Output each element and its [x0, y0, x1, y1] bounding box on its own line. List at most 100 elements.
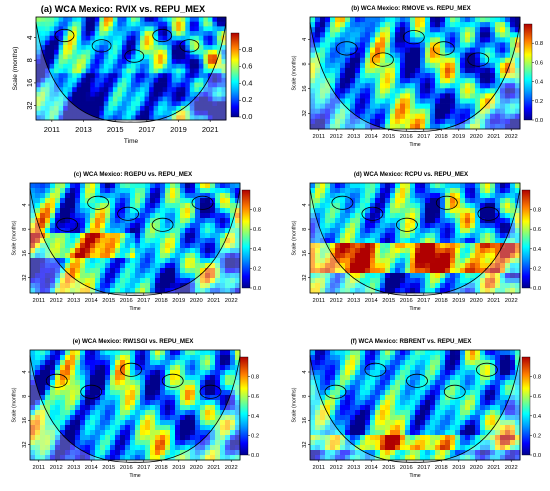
heatmap-cell — [180, 390, 186, 396]
heatmap-cell — [480, 123, 486, 130]
heatmap-cell — [50, 198, 56, 204]
heatmap-cell — [210, 395, 216, 401]
heatmap-cell — [120, 268, 126, 274]
heatmap-cell — [45, 115, 50, 121]
heatmap-cell — [190, 405, 196, 411]
heatmap-cell — [445, 203, 451, 209]
heatmap-cell — [430, 83, 436, 89]
heatmap-cell — [370, 223, 376, 229]
heatmap-cell — [81, 54, 87, 60]
heatmap-cell — [365, 283, 371, 289]
heatmap-cell — [385, 258, 391, 264]
heatmap-cell — [420, 243, 426, 249]
heatmap-cell — [365, 278, 371, 284]
heatmap-cell — [60, 248, 66, 254]
heatmap-cell — [215, 233, 221, 239]
heatmap-cell — [35, 365, 41, 371]
heatmap-cell — [340, 238, 346, 244]
heatmap-cell — [475, 62, 481, 69]
heatmap-cell — [165, 405, 171, 411]
heatmap-cell — [35, 228, 41, 234]
heatmap-cell — [205, 253, 211, 259]
heatmap-cell — [30, 273, 36, 279]
heatmap-cell — [205, 278, 211, 284]
heatmap-cell — [325, 123, 331, 130]
y-tick-label: 16 — [25, 79, 34, 87]
heatmap-cell — [36, 115, 41, 121]
heatmap-cell — [135, 101, 141, 107]
heatmap-cell — [445, 213, 451, 219]
heatmap-cell — [55, 248, 61, 254]
heatmap-cell — [90, 405, 96, 411]
heatmap-cell — [35, 218, 41, 224]
heatmap-cell — [36, 87, 41, 93]
heatmap-cell — [390, 47, 396, 54]
heatmap-cell — [430, 32, 436, 38]
heatmap-cell — [176, 105, 182, 112]
heatmap-cell — [380, 98, 386, 104]
heatmap-cell — [330, 385, 336, 391]
heatmap-cell — [420, 188, 426, 194]
heatmap-cell — [425, 273, 431, 279]
heatmap-cell — [425, 218, 431, 224]
heatmap-cell — [425, 78, 431, 84]
heatmap-cell — [215, 445, 221, 451]
heatmap-cell — [126, 87, 132, 93]
heatmap-cell — [220, 213, 226, 219]
heatmap-cell — [49, 21, 55, 27]
heatmap-cell — [425, 258, 431, 264]
heatmap-cell — [176, 31, 182, 37]
heatmap-cell — [315, 213, 321, 219]
heatmap-cell — [120, 188, 126, 194]
heatmap-cell — [115, 410, 121, 416]
heatmap-cell — [185, 26, 191, 32]
heatmap-cell — [150, 238, 156, 244]
heatmap-cell — [125, 223, 131, 229]
heatmap-cell — [167, 40, 173, 46]
heatmap-cell — [130, 410, 136, 416]
heatmap-cell — [131, 77, 136, 83]
heatmap-cell — [320, 390, 326, 396]
heatmap-cell — [165, 203, 171, 209]
heatmap-cell — [480, 198, 486, 204]
heatmap-cell — [212, 26, 218, 32]
heatmap-cell — [310, 370, 316, 376]
heatmap-cell — [117, 73, 123, 79]
heatmap-cell — [50, 238, 56, 244]
heatmap-cell — [500, 283, 506, 289]
heatmap-cell — [145, 258, 151, 264]
heatmap-cell — [198, 17, 204, 23]
heatmap-cell — [200, 350, 206, 356]
heatmap-cell — [76, 21, 82, 27]
heatmap-cell — [480, 47, 486, 54]
heatmap-cell — [425, 62, 431, 69]
x-tick-label: 2019 — [452, 298, 465, 304]
heatmap-cell — [360, 32, 366, 38]
heatmap-cell — [215, 238, 221, 244]
heatmap-cell — [340, 78, 346, 84]
heatmap-cell — [60, 400, 66, 406]
heatmap-cell — [450, 253, 456, 259]
heatmap-cell — [149, 49, 155, 55]
heatmap-cell — [225, 198, 231, 204]
heatmap-cell — [325, 42, 331, 48]
heatmap-cell — [120, 248, 126, 254]
heatmap-cell — [310, 233, 316, 239]
heatmap-cell — [76, 82, 82, 88]
heatmap-cell — [450, 218, 456, 224]
heatmap-cell — [435, 78, 441, 84]
heatmap-cell — [490, 258, 496, 264]
heatmap-cell — [80, 238, 86, 244]
heatmap-cell — [310, 268, 316, 274]
heatmap-cell — [45, 435, 51, 441]
significance-contour — [395, 217, 418, 232]
heatmap-cell — [49, 110, 55, 116]
heatmap-cell — [155, 238, 161, 244]
heatmap-cell — [105, 223, 111, 229]
heatmap-cell — [510, 203, 516, 209]
heatmap-cell — [340, 42, 346, 48]
heatmap-cell — [325, 62, 331, 69]
heatmap-cell — [450, 273, 456, 279]
heatmap-cell — [205, 288, 211, 294]
